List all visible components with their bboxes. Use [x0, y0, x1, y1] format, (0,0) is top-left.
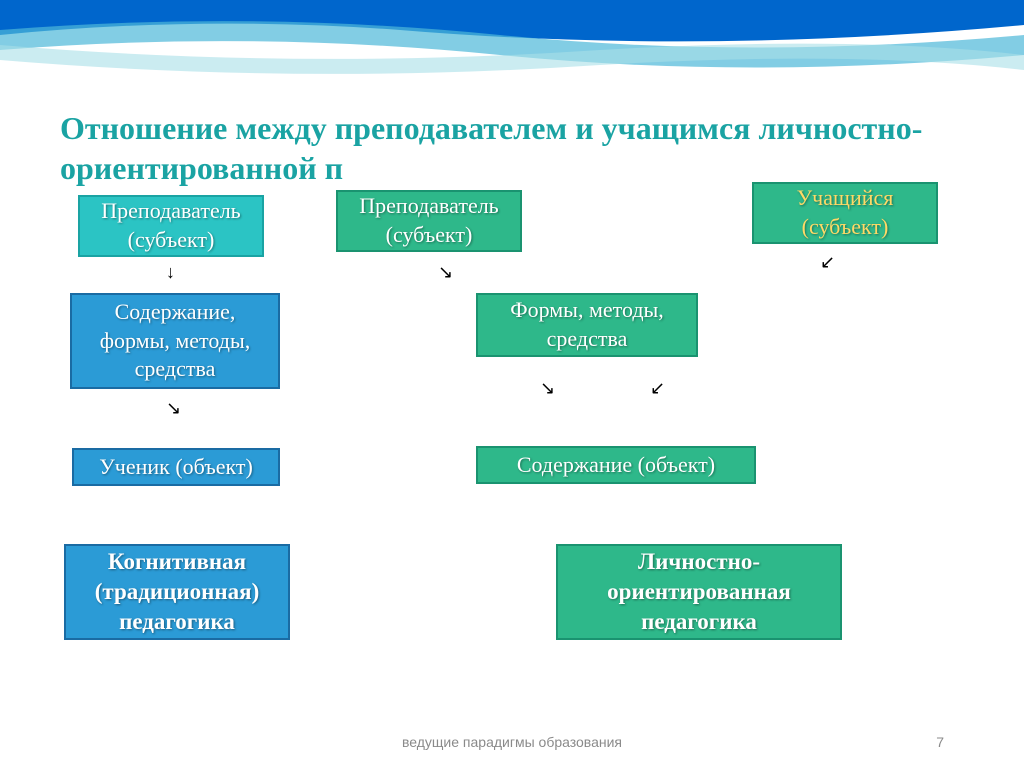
arrow-connector: ↙ — [820, 252, 835, 273]
arrow-connector: ↘ — [438, 262, 453, 283]
box-content-left: Содержание, формы, методы, средства — [70, 293, 280, 389]
arrow-connector: ↘ — [166, 398, 181, 419]
box-forms-right: Формы, методы, средства — [476, 293, 698, 357]
box-cognitive-pedagogy: Когнитивная (традиционная) педагогика — [64, 544, 290, 640]
slide-title: Отношение между преподавателем и учащимс… — [60, 108, 964, 188]
wave-decoration — [0, 0, 1024, 90]
box-teacher-mid: Преподаватель (субъект) — [336, 190, 522, 252]
box-personal-pedagogy: Личностно-ориентированная педагогика — [556, 544, 842, 640]
page-number: 7 — [936, 734, 944, 750]
footer-text: ведущие парадигмы образования — [0, 734, 1024, 750]
box-pupil-object: Ученик (объект) — [72, 448, 280, 486]
box-content-object: Содержание (объект) — [476, 446, 756, 484]
box-teacher-left: Преподаватель (субъект) — [78, 195, 264, 257]
box-student-right: Учащийся (субъект) — [752, 182, 938, 244]
arrow-connector: ↘ — [540, 378, 555, 399]
title-text: Отношение между преподавателем и учащимс… — [60, 110, 922, 186]
arrow-connector: ↓ — [166, 262, 175, 283]
arrow-connector: ↙ — [650, 378, 665, 399]
